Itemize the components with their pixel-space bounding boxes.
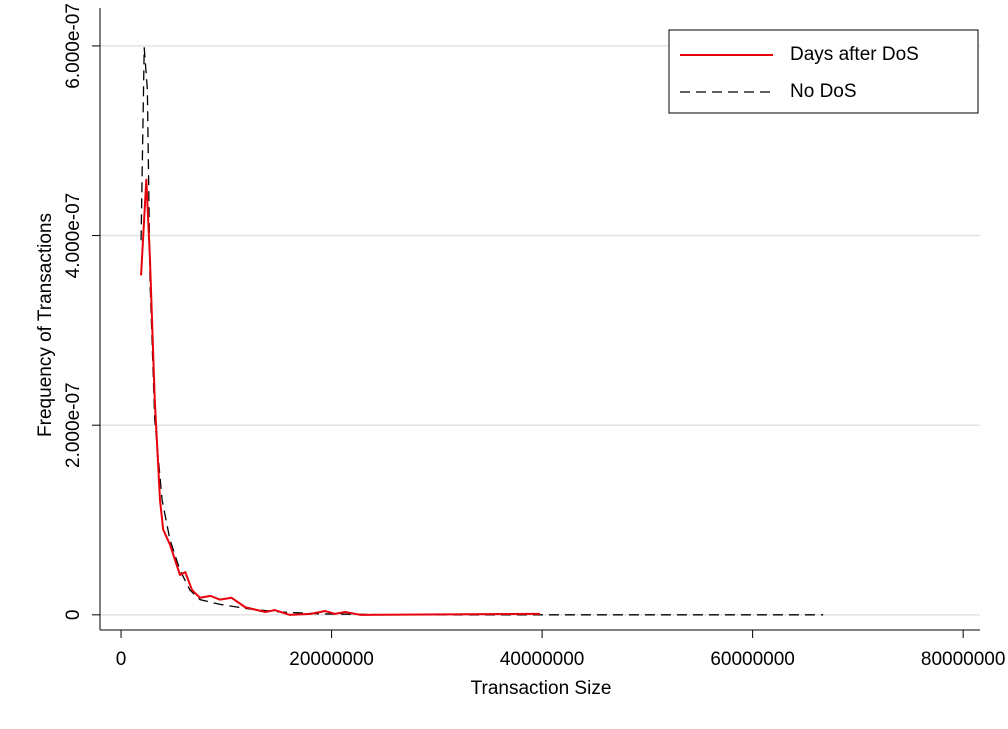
x-tick-label: 80000000 [921, 649, 1006, 670]
y-tick-label: 0 [63, 610, 84, 621]
x-axis-title: Transaction Size [471, 678, 612, 699]
x-tick-label: 20000000 [289, 649, 374, 670]
y-tick-label: 6.000e-07 [63, 3, 84, 89]
x-tick-label: 0 [116, 649, 127, 670]
legend-label: Days after DoS [790, 44, 919, 65]
legend-label: No DoS [790, 81, 857, 102]
y-axis-title: Frequency of Transactions [35, 213, 56, 437]
y-tick-label: 4.000e-07 [63, 193, 84, 279]
x-tick-label: 60000000 [710, 649, 795, 670]
legend-box [668, 29, 979, 114]
x-tick-label: 40000000 [500, 649, 585, 670]
y-tick-label: 2.000e-07 [63, 382, 84, 468]
series-line [140, 47, 824, 616]
series-line [140, 178, 541, 616]
